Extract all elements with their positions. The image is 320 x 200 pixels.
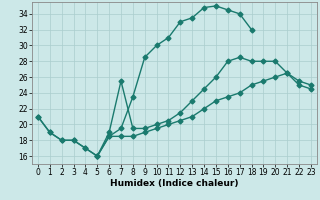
- X-axis label: Humidex (Indice chaleur): Humidex (Indice chaleur): [110, 179, 239, 188]
